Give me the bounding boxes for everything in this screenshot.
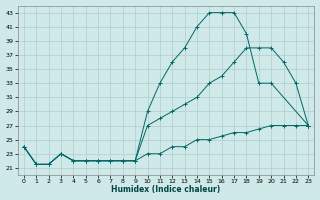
- X-axis label: Humidex (Indice chaleur): Humidex (Indice chaleur): [111, 185, 221, 194]
